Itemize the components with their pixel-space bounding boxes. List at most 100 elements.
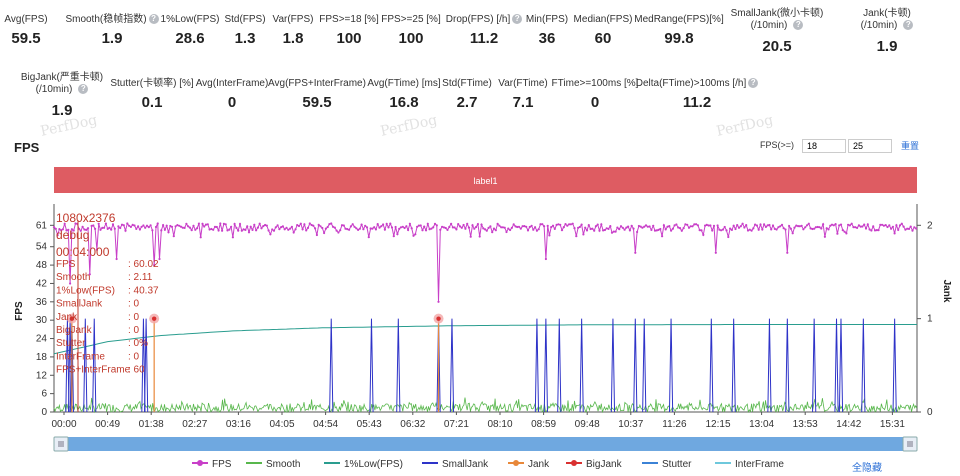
fps-point [573, 227, 576, 230]
fps-point [798, 225, 801, 228]
help-icon[interactable]: ? [512, 14, 523, 25]
fps-point [836, 232, 839, 235]
fps-point [221, 229, 224, 232]
help-icon[interactable]: ? [793, 20, 804, 31]
fps-point [784, 228, 787, 231]
fps-point [822, 223, 825, 226]
stat-value: 11.2 [682, 94, 712, 111]
fps-point [346, 228, 349, 231]
fps-point [650, 228, 653, 231]
fps-point [600, 223, 603, 226]
x-tick-label: 06:32 [400, 419, 425, 430]
legend-item-interframe[interactable]: InterFrame [715, 459, 784, 470]
x-tick-label: 12:15 [705, 419, 730, 430]
fps-point [389, 222, 392, 225]
tooltip-key: Jank [56, 312, 78, 323]
tooltip-header-line: 1080x2376 [56, 211, 116, 225]
legend-swatch-icon [715, 462, 731, 465]
fps-point [693, 223, 696, 226]
fps-point [884, 224, 887, 227]
fps-point [610, 231, 614, 234]
stat-label: FPS>=25 [%] [346, 14, 476, 26]
fps-point [775, 228, 778, 231]
fps-point [131, 223, 134, 226]
fps-point [898, 224, 902, 227]
y-right-tick-label: 1 [927, 314, 933, 325]
time-range-slider[interactable] [53, 436, 918, 452]
legend-item-stutter[interactable]: Stutter [642, 459, 691, 470]
fps-threshold-input-1[interactable] [802, 139, 846, 153]
stat-value: 11.2 [469, 30, 499, 47]
fps-point [886, 225, 889, 229]
fps-point [580, 223, 583, 226]
fps-point [154, 225, 158, 229]
y-tick-label: 30 [36, 315, 48, 326]
fps-point [213, 225, 217, 228]
fps-point [396, 233, 399, 236]
fps-point [752, 227, 755, 230]
smalljank-spike [785, 318, 790, 413]
fps-point [249, 225, 252, 228]
smooth-series [53, 397, 918, 414]
stat-var-fps: Var(FPS) 1.8 [228, 14, 358, 47]
help-icon[interactable]: ? [748, 78, 759, 89]
fps-point [326, 225, 329, 229]
stat-label-text: FPS>=25 [%] [381, 14, 441, 25]
fps-point [700, 229, 703, 232]
fps-point [691, 225, 694, 228]
help-icon[interactable]: ? [903, 20, 914, 31]
stat-value: 1.9 [51, 102, 73, 119]
fps-series [53, 221, 917, 302]
fps-point [863, 223, 866, 226]
y-tick-label: 48 [36, 260, 48, 271]
fps-point [367, 236, 370, 239]
fps-point [696, 224, 700, 227]
fps-point [897, 228, 900, 231]
stat-label-unit-text: (/10min) [35, 84, 73, 95]
legend-item-smalljank[interactable]: SmallJank [422, 459, 488, 470]
fps-point [441, 225, 444, 228]
legend-item-1-low-fps-[interactable]: 1%Low(FPS) [324, 459, 403, 470]
chart-legend: 全隐藏 FPS Smooth 1%Low(FPS) SmallJank Jank BigJ… [0, 459, 960, 474]
fps-point [741, 222, 744, 225]
fps-point [426, 222, 429, 225]
x-tick-label: 11:26 [662, 419, 687, 430]
legend-item-bigjank[interactable]: BigJank [566, 459, 622, 470]
fps-point [564, 223, 567, 226]
stat-label-text: Delta(FTime)>100ms [/h] [635, 78, 747, 89]
fps-point [825, 227, 828, 230]
help-icon[interactable]: ? [78, 84, 89, 95]
fps-point [69, 282, 72, 285]
fps-point [594, 225, 598, 228]
fps-point [360, 223, 363, 226]
fps-point [432, 226, 435, 229]
fps-point [192, 224, 195, 227]
legend-item-jank[interactable]: Jank [508, 459, 549, 470]
fps-point [297, 224, 301, 228]
x-tick-label: 04:05 [269, 419, 294, 430]
stat-value: 60 [594, 30, 612, 47]
fps-chart[interactable]: label106121824303642485461012FPSJank00:0… [0, 162, 960, 458]
fps-threshold-input-2[interactable] [848, 139, 892, 153]
fps-point [54, 227, 57, 230]
fps-point [233, 222, 236, 226]
y-tick-label: 36 [36, 297, 48, 308]
fps-point [453, 226, 456, 229]
fps-point [668, 225, 671, 228]
fps-point [267, 229, 270, 232]
fps-point [637, 224, 641, 228]
fps-point [755, 224, 759, 227]
tooltip-key: FPS+InterFrame [56, 365, 131, 376]
legend-item-fps[interactable]: FPS [192, 459, 231, 470]
hide-all-button[interactable]: 全隐藏 [852, 463, 882, 474]
fps-point [95, 248, 98, 251]
fps-point [800, 224, 803, 227]
fps-point [56, 234, 59, 237]
help-icon[interactable]: ? [148, 14, 159, 25]
legend-item-smooth[interactable]: Smooth [246, 459, 300, 470]
fps-point [625, 226, 628, 229]
reset-button[interactable]: 重置 [901, 141, 920, 151]
fps-point [119, 226, 122, 230]
fps-point [178, 224, 181, 227]
fps-markers [52, 222, 918, 303]
